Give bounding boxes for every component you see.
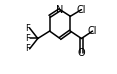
- Text: N: N: [56, 5, 64, 15]
- Text: F: F: [25, 24, 30, 33]
- Text: F: F: [25, 44, 30, 53]
- Text: F: F: [25, 34, 30, 43]
- Text: Cl: Cl: [88, 26, 97, 36]
- Text: O: O: [78, 48, 85, 58]
- Text: Cl: Cl: [77, 5, 86, 15]
